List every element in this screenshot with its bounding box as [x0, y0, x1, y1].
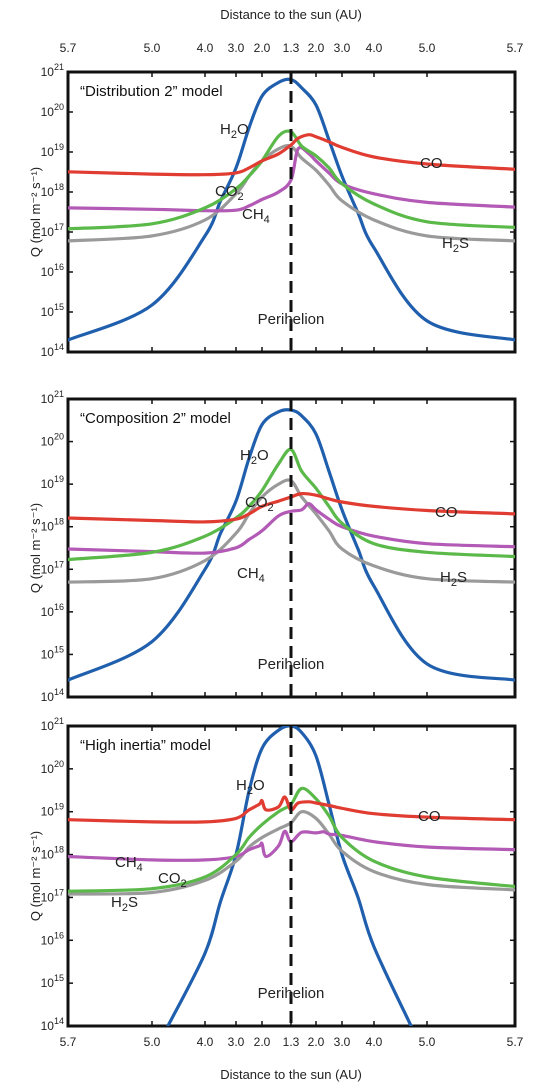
- bottom-axis-title: Distance to the sun (AU): [220, 1067, 362, 1082]
- y-tick-label: 1017: [41, 222, 64, 239]
- bottom-tick-label: 3.0: [228, 1035, 245, 1049]
- y-tick-label: 1019: [41, 474, 64, 491]
- y-tick-label: 1014: [41, 342, 64, 359]
- y-tick-label: 1021: [41, 389, 64, 406]
- y-axis-title: Q (mol m⁻² s⁻¹): [28, 167, 43, 257]
- y-tick-label: 1020: [41, 102, 64, 119]
- perihelion-label: Perihelion: [258, 985, 325, 1002]
- annotation-h2o: H2O: [240, 447, 269, 467]
- y-tick-label: 1017: [41, 559, 64, 576]
- top-tick-label: 4.0: [366, 41, 383, 55]
- annotation-co2: CO2: [158, 870, 187, 890]
- y-tick-label: 1016: [41, 930, 64, 947]
- y-tick-label: 1020: [41, 432, 64, 449]
- perihelion-label: Perihelion: [258, 656, 325, 673]
- top-tick-labels: 5.7 5.0 4.0 3.0 2.0 1.3 2.0 3.0 4.0 5.0 5.7: [60, 41, 524, 55]
- top-tick-label: 1.3: [283, 41, 300, 55]
- y-tick-label: 1016: [41, 262, 64, 279]
- bottom-tick-label: 5.0: [419, 1035, 436, 1049]
- bottom-tick-label: 4.0: [197, 1035, 214, 1049]
- y-tick-label: 1021: [41, 62, 64, 79]
- panel-1: 1014 1015 1016 1017 1018 1019 1020 1021 Q (mol m…: [28, 62, 517, 359]
- series-line-co: [68, 795, 515, 824]
- bottom-tick-label: 3.0: [334, 1035, 351, 1049]
- annotation-co: CO: [420, 155, 443, 172]
- top-tick-label: 3.0: [334, 41, 351, 55]
- annotation-ch4: CH4: [242, 206, 270, 226]
- series-line-ch4: [68, 502, 515, 555]
- panel-2: 1014 1015 1016 1017 1018 1019 1020 1021 Q (mol m…: [28, 389, 517, 704]
- annotation-h2o: H2O: [236, 777, 265, 797]
- y-tick-label: 1019: [41, 142, 64, 159]
- y-tick-label: 1015: [41, 302, 64, 319]
- series-line-ch4: [68, 145, 515, 213]
- bottom-tick-label: 2.0: [308, 1035, 325, 1049]
- y-tick-label: 1018: [41, 517, 64, 534]
- annotation-co: CO: [418, 808, 441, 825]
- annotation-ch4: CH4: [237, 565, 265, 585]
- top-tick-label: 2.0: [308, 41, 325, 55]
- annotation-h2o: H2O: [220, 121, 249, 141]
- curves: [68, 408, 515, 682]
- annotation-co2: CO2: [215, 183, 244, 203]
- top-tick-label: 2.0: [254, 41, 271, 55]
- top-axis-title: Distance to the sun (AU): [220, 7, 362, 22]
- y-tick-label: 1017: [41, 887, 64, 904]
- bottom-tick-labels: 5.7 5.0 4.0 3.0 2.0 1.3 2.0 3.0 4.0 5.0 5.7: [60, 1035, 524, 1049]
- y-tick-label: 1014: [41, 687, 64, 704]
- annotation-h2s: H2S: [440, 569, 467, 589]
- panel-title: “Distribution 2” model: [80, 83, 223, 100]
- series-line-co2: [68, 447, 515, 562]
- bottom-tick-label: 5.7: [507, 1035, 524, 1049]
- annotation-h2s: H2S: [111, 894, 138, 914]
- bottom-tick-label: 5.0: [144, 1035, 161, 1049]
- panel-title: “High inertia” model: [80, 737, 211, 754]
- top-tick-label: 5.0: [144, 41, 161, 55]
- top-tick-label: 4.0: [197, 41, 214, 55]
- y-tick-label: 1018: [41, 182, 64, 199]
- bottom-tick-label: 5.7: [60, 1035, 77, 1049]
- y-tick-label: 1018: [41, 845, 64, 862]
- bottom-tick-label: 2.0: [254, 1035, 271, 1049]
- y-tick-label: 1020: [41, 759, 64, 776]
- bottom-tick-label: 4.0: [366, 1035, 383, 1049]
- series-line-co: [68, 133, 515, 177]
- top-tick-label: 5.0: [419, 41, 436, 55]
- y-tick-label: 1015: [41, 973, 64, 990]
- y-tick-label: 1016: [41, 602, 64, 619]
- panel-title: “Composition 2” model: [80, 410, 231, 427]
- y-axis-title: Q (mol m⁻² s⁻¹): [28, 831, 43, 921]
- y-tick-label: 1019: [41, 802, 64, 819]
- top-tick-label: 5.7: [60, 41, 77, 55]
- perihelion-label: Perihelion: [258, 311, 325, 328]
- top-tick-label: 3.0: [228, 41, 245, 55]
- y-axis-title: Q (mol m⁻² s⁻¹): [28, 503, 43, 593]
- annotation-ch4: CH4: [115, 854, 143, 874]
- y-tick-label: 1015: [41, 644, 64, 661]
- panel-3: 1014 1015 1016 1017 1018 1019 1020 1021 Q (mol m…: [28, 716, 517, 1033]
- bottom-tick-label: 1.3: [283, 1035, 300, 1049]
- top-tick-label: 5.7: [507, 41, 524, 55]
- y-tick-label: 1021: [41, 716, 64, 733]
- series-line-h2o: [166, 726, 413, 1026]
- annotation-h2s: H2S: [442, 235, 469, 255]
- annotation-co2: CO2: [245, 494, 274, 514]
- panels: 1014 1015 1016 1017 1018 1019 1020 1021 Q (mol m…: [28, 62, 517, 1033]
- y-tick-label: 1014: [41, 1016, 64, 1033]
- annotation-co: CO: [435, 504, 458, 521]
